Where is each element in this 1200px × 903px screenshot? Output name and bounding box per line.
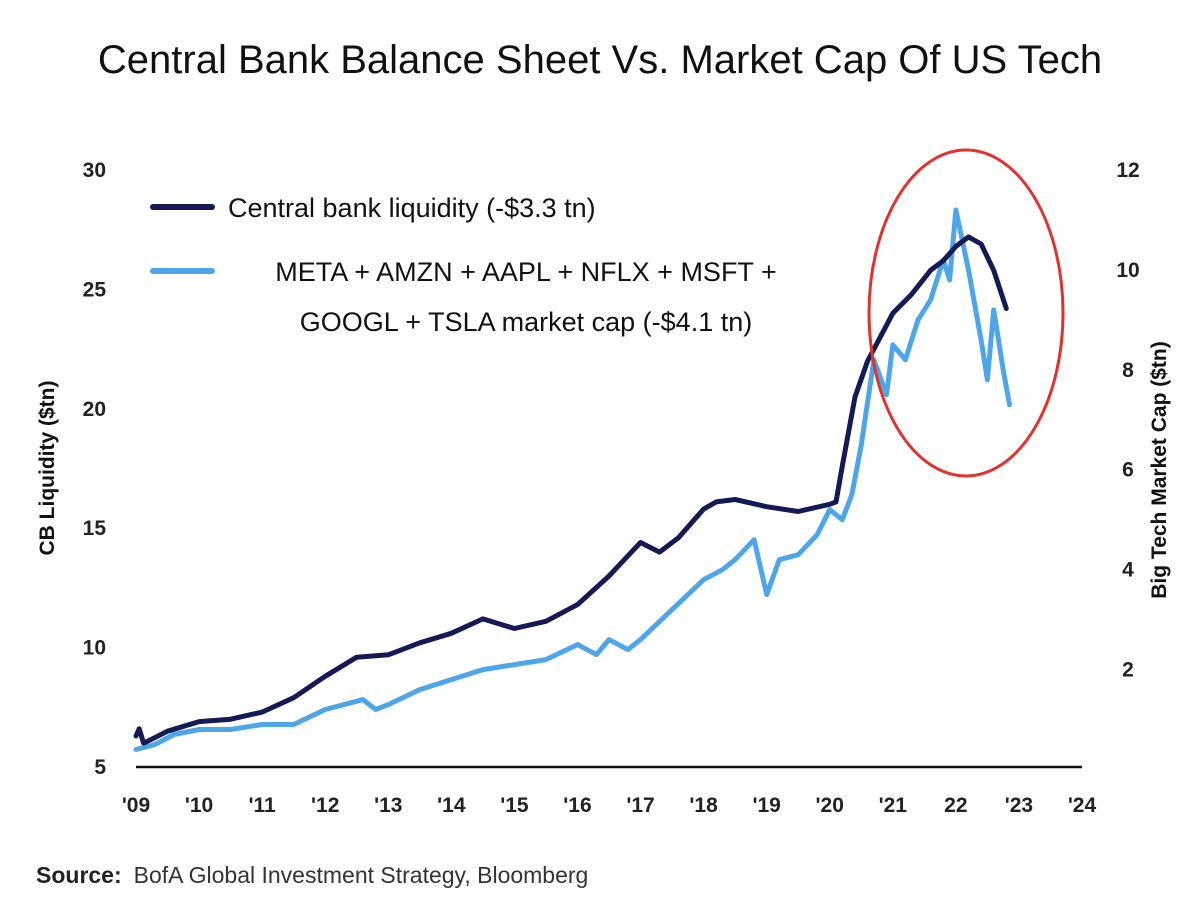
source-label: Source: (36, 862, 122, 888)
source-note: Source: BofA Global Investment Strategy, … (36, 862, 588, 889)
source-text: BofA Global Investment Strategy, Bloombe… (133, 862, 589, 888)
x-tick-label: '10 (185, 794, 213, 817)
x-axis-ticks: '09 '10 '11 '12 '13 '14 '15 '16 '17 '18 '19 '20 '21 2… (122, 794, 1097, 817)
big-tech-line (133, 207, 1012, 752)
x-tick-label: '17 (626, 794, 654, 817)
x-tick-label: '09 (122, 794, 150, 817)
left-tick-label: 25 (83, 278, 107, 301)
right-tick-label: 6 (1122, 459, 1134, 482)
series-layer (133, 207, 1012, 752)
left-tick-label: 15 (83, 517, 107, 540)
left-tick-label: 5 (94, 756, 106, 779)
cb-liquidity-line (133, 234, 1009, 746)
x-tick-label: '23 (1005, 794, 1033, 817)
right-tick-label: 4 (1122, 559, 1134, 582)
right-axis-title: Big Tech Market Cap ($tn) (1148, 341, 1171, 598)
right-tick-label: 8 (1122, 359, 1134, 382)
x-tick-label: '20 (816, 794, 844, 817)
left-axis-ticks: 5 10 15 20 25 30 (83, 159, 107, 779)
chart-title: Central Bank Balance Sheet Vs. Market Ca… (97, 38, 1103, 82)
x-tick-label: '16 (563, 794, 591, 817)
right-axis-ticks: 2 4 6 8 10 12 (1116, 159, 1139, 682)
right-tick-label: 10 (1116, 259, 1139, 282)
legend: Central bank liquidity (-$3.3 tn) META + … (150, 193, 777, 337)
legend-label-bigtech-line1: META + AMZN + AAPL + NFLX + MSFT + (275, 257, 776, 287)
x-tick-label: '13 (374, 794, 402, 817)
x-tick-label: '15 (500, 794, 529, 817)
x-tick-label: '24 (1068, 794, 1097, 817)
x-tick-label: '21 (879, 794, 908, 817)
legend-label-cb: Central bank liquidity (-$3.3 tn) (228, 193, 596, 223)
x-tick-label: 22 (944, 794, 967, 817)
x-tick-label: '18 (689, 794, 718, 817)
left-axis-title: CB Liquidity ($tn) (36, 381, 59, 556)
left-tick-label: 10 (83, 637, 106, 660)
left-tick-label: 20 (83, 398, 106, 421)
right-tick-label: 12 (1116, 159, 1139, 182)
right-tick-label: 2 (1122, 659, 1134, 682)
highlight-ellipse (867, 148, 1065, 478)
left-tick-label: 30 (83, 159, 106, 182)
x-tick-label: '12 (311, 794, 339, 817)
x-tick-label: '14 (437, 794, 466, 817)
x-tick-label: '11 (249, 794, 277, 817)
legend-label-bigtech-line2: GOOGL + TSLA market cap (-$4.1 tn) (300, 307, 752, 337)
x-tick-label: '19 (752, 794, 780, 817)
